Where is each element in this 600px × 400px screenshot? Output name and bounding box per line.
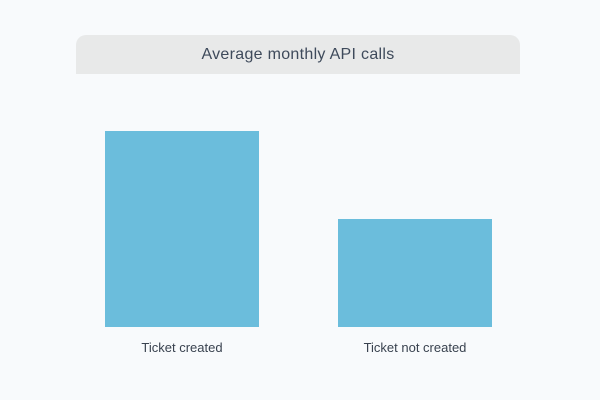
chart-title: Average monthly API calls: [201, 45, 395, 63]
bar-label-ticket-not-created: Ticket not created: [363, 340, 467, 355]
chart-title-bar: Average monthly API calls: [76, 35, 520, 74]
bar-ticket-not-created[interactable]: [338, 219, 492, 327]
bar-ticket-created[interactable]: [105, 131, 259, 327]
bar-label-ticket-created: Ticket created: [141, 340, 223, 355]
